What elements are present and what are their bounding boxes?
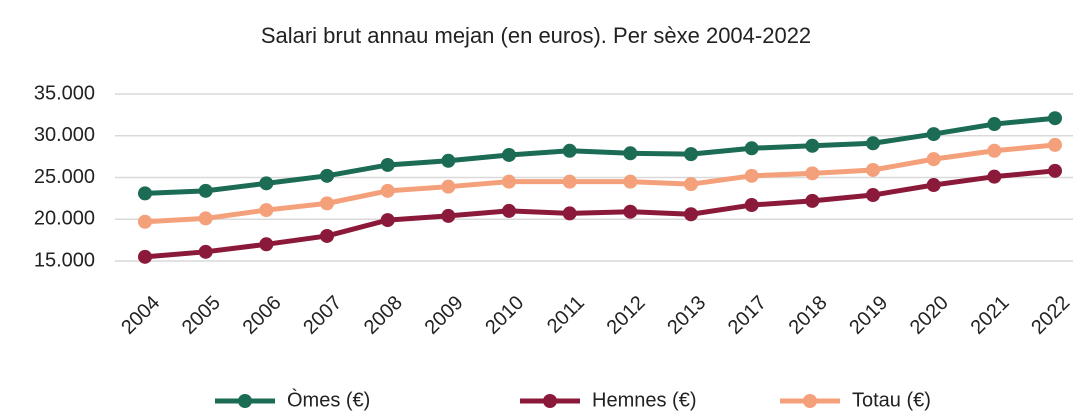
x-tick-label: 2008 bbox=[360, 292, 407, 339]
x-tick-label: 2007 bbox=[299, 292, 346, 339]
data-point bbox=[623, 204, 638, 219]
series-line bbox=[144, 168, 1056, 260]
data-point bbox=[259, 203, 274, 218]
data-point bbox=[866, 162, 880, 177]
data-point bbox=[380, 183, 395, 198]
data-point bbox=[805, 166, 820, 181]
x-tick-label: 2011 bbox=[543, 292, 589, 338]
series-line bbox=[144, 115, 1056, 196]
legend-marker bbox=[543, 394, 557, 408]
legend-label: Totau (€) bbox=[852, 389, 931, 411]
data-point bbox=[623, 146, 638, 161]
x-tick-label: 2013 bbox=[663, 292, 710, 339]
data-point bbox=[198, 244, 213, 259]
data-point bbox=[744, 198, 759, 213]
data-point bbox=[684, 177, 698, 192]
y-tick-label: 25.000 bbox=[34, 166, 95, 188]
data-point bbox=[684, 147, 698, 162]
x-tick-label: 2022 bbox=[1027, 292, 1073, 339]
data-point bbox=[259, 176, 274, 191]
data-point bbox=[259, 237, 274, 252]
x-tick-label: 2020 bbox=[906, 292, 953, 339]
data-point bbox=[926, 178, 941, 193]
data-point bbox=[1048, 137, 1062, 152]
data-point bbox=[198, 211, 213, 226]
data-point bbox=[926, 152, 941, 167]
data-point bbox=[380, 157, 395, 172]
data-point bbox=[987, 169, 1002, 184]
data-point bbox=[502, 203, 516, 218]
data-point bbox=[138, 186, 152, 201]
legend-label: Òmes (€) bbox=[287, 388, 370, 411]
data-point bbox=[866, 188, 880, 203]
y-tick-label: 30.000 bbox=[34, 124, 95, 146]
x-tick-label: 2017 bbox=[724, 292, 771, 339]
x-tick-label: 2010 bbox=[481, 292, 528, 339]
data-point bbox=[866, 136, 880, 151]
data-point bbox=[380, 213, 395, 228]
legend-label: Hemnes (€) bbox=[592, 389, 696, 411]
data-point bbox=[562, 206, 577, 221]
y-tick-label: 15.000 bbox=[34, 249, 95, 271]
data-point bbox=[987, 143, 1002, 158]
legend-marker bbox=[803, 394, 817, 408]
data-point bbox=[1048, 163, 1062, 178]
data-point bbox=[320, 228, 334, 243]
data-point bbox=[441, 179, 456, 194]
data-point bbox=[623, 174, 638, 189]
y-tick-label: 35.000 bbox=[34, 82, 95, 104]
data-point bbox=[805, 193, 820, 208]
data-point bbox=[926, 127, 941, 142]
data-point bbox=[805, 138, 820, 153]
data-point bbox=[320, 196, 334, 211]
data-point bbox=[441, 208, 456, 223]
x-tick-label: 2018 bbox=[785, 292, 832, 339]
y-tick-label: 20.000 bbox=[34, 208, 95, 230]
chart-title: Salari brut annau mejan (en euros). Per … bbox=[261, 23, 811, 48]
data-point bbox=[138, 249, 152, 264]
data-point bbox=[744, 168, 759, 183]
x-tick-label: 2012 bbox=[603, 292, 650, 339]
data-point bbox=[502, 174, 516, 189]
data-point bbox=[320, 168, 334, 183]
x-tick-label: 2009 bbox=[421, 292, 468, 339]
x-tick-label: 2006 bbox=[239, 292, 286, 339]
data-point bbox=[138, 214, 152, 229]
data-point bbox=[744, 141, 759, 156]
x-tick-label: 2004 bbox=[117, 292, 164, 339]
data-point bbox=[562, 143, 577, 158]
data-point bbox=[684, 207, 698, 222]
data-point bbox=[198, 183, 213, 198]
data-point bbox=[562, 174, 577, 189]
data-point bbox=[987, 117, 1002, 132]
data-point bbox=[1048, 111, 1062, 126]
legend-marker bbox=[238, 394, 252, 408]
x-tick-label: 2019 bbox=[845, 292, 892, 339]
x-tick-label: 2005 bbox=[178, 292, 225, 339]
series-line bbox=[144, 142, 1056, 225]
data-point bbox=[502, 147, 516, 162]
x-tick-label: 2021 bbox=[967, 292, 1014, 339]
data-point bbox=[441, 153, 456, 168]
